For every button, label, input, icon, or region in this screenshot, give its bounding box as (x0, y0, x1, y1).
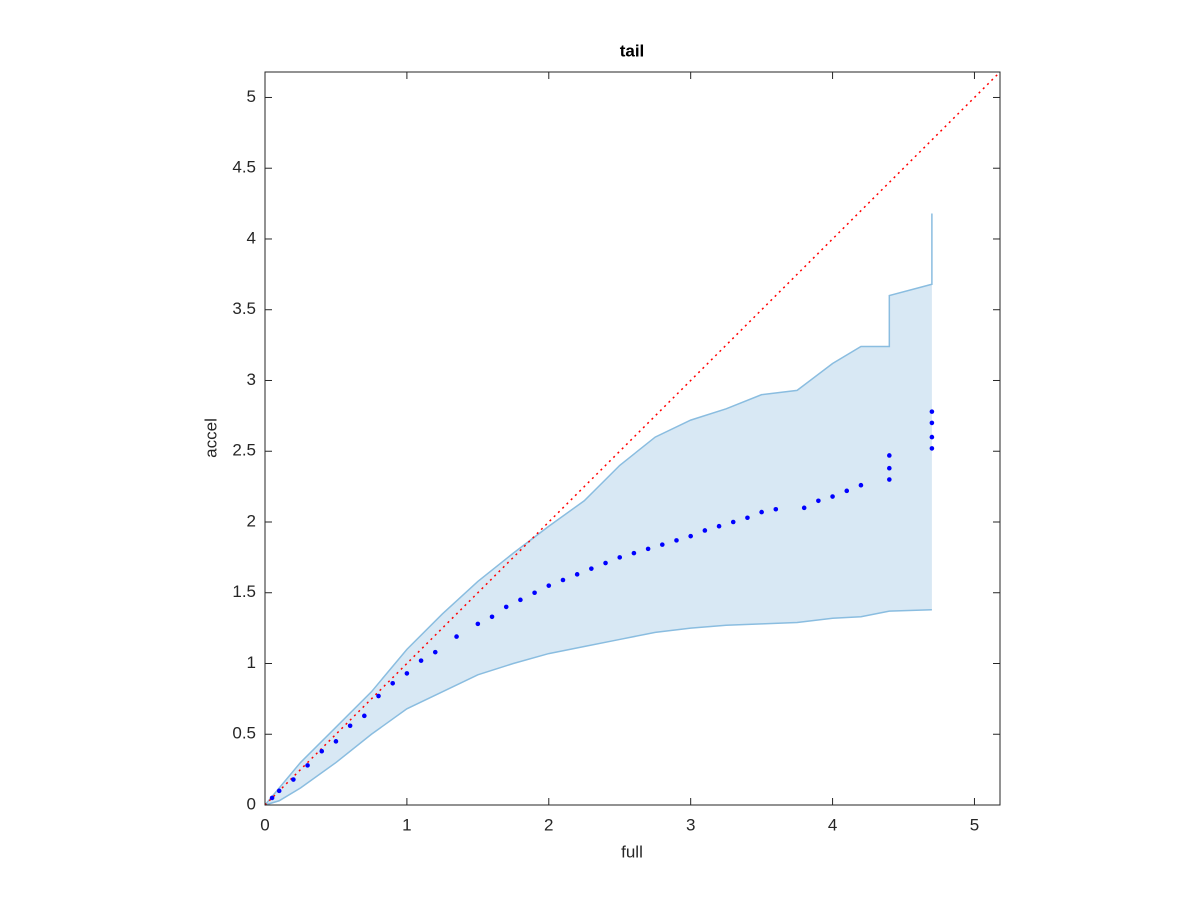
point (645, 546, 651, 552)
x-tick-label: 1 (402, 815, 411, 834)
point (546, 583, 552, 588)
point (603, 560, 608, 566)
point (305, 763, 310, 768)
point (589, 566, 594, 571)
y-tick-label: 2.5 (232, 441, 256, 460)
point (333, 739, 339, 744)
point (475, 621, 481, 627)
point (887, 465, 892, 471)
y-tick-label: 1.5 (232, 582, 256, 601)
point (887, 453, 892, 458)
point (674, 538, 679, 543)
point (773, 506, 779, 512)
point (759, 509, 764, 515)
point (801, 505, 807, 511)
point (404, 671, 410, 676)
point (702, 528, 708, 533)
y-tick-label: 1 (247, 653, 256, 672)
point (929, 409, 935, 414)
point (291, 777, 296, 782)
point (362, 713, 367, 719)
point (617, 555, 623, 560)
band-area (265, 213, 932, 805)
point (816, 498, 821, 504)
axes-box (264, 71, 1001, 806)
x-tick-label: 4 (828, 815, 837, 834)
point (887, 477, 892, 482)
point (276, 788, 282, 794)
chart-title: tail (620, 41, 645, 60)
x-tick-label: 2 (544, 815, 553, 834)
y-tick-label: 2 (247, 511, 256, 530)
point (560, 577, 566, 583)
point (269, 795, 275, 801)
point (830, 494, 835, 499)
point (489, 614, 495, 620)
point (432, 649, 438, 655)
band-lower-edge (264, 608, 932, 806)
point (347, 723, 353, 729)
y-tick-label: 3.5 (232, 299, 256, 318)
point (418, 658, 424, 663)
point (716, 523, 722, 529)
y-tick-label: 5 (247, 87, 256, 106)
point (745, 515, 750, 521)
y-axis-label: accel (201, 418, 220, 458)
point (844, 488, 850, 494)
reference-line (264, 71, 1001, 806)
point (503, 604, 509, 610)
point (858, 482, 864, 488)
point (532, 590, 537, 596)
point (659, 542, 665, 547)
x-axis-label: full (621, 842, 643, 861)
band-upper-edge (264, 213, 933, 806)
y-tick-label: 0.5 (232, 724, 256, 743)
point (319, 748, 325, 754)
y-tick-label: 4.5 (232, 158, 256, 177)
point (574, 572, 580, 577)
point (376, 693, 381, 699)
x-tick-label: 5 (970, 815, 979, 834)
y-tick-label: 3 (247, 370, 256, 389)
point (631, 550, 637, 556)
y-tick-label: 4 (247, 228, 256, 247)
point (688, 533, 693, 539)
point (929, 434, 935, 440)
y-tick-label: 0 (247, 794, 256, 813)
point (929, 446, 935, 451)
point (454, 634, 459, 639)
point (518, 597, 523, 603)
point (730, 519, 736, 525)
point (929, 420, 935, 426)
point (390, 681, 396, 686)
x-tick-label: 0 (260, 815, 269, 834)
x-tick-label: 3 (686, 815, 695, 834)
